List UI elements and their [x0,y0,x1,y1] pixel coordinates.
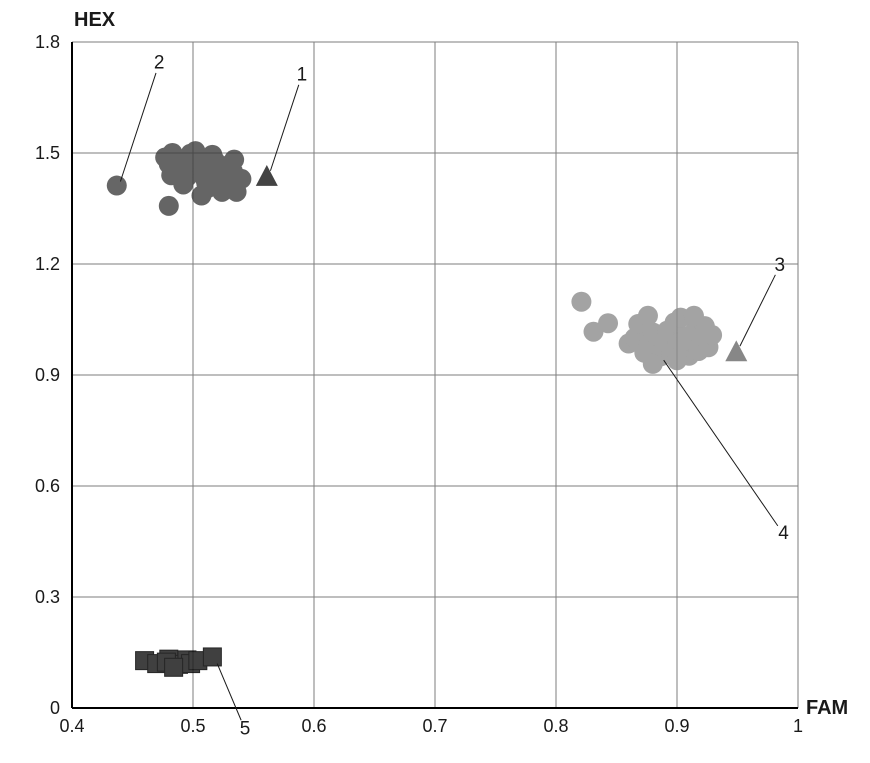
chart-svg: 0.4 0.5 0.6 0.7 0.8 0.9 1 0 0.3 0.6 0.9 1.2 1.5 1.8 HE… [0,0,870,763]
point [598,313,618,333]
y-tick-label: 1.2 [35,254,60,274]
x-axis-title: FAM [806,697,848,719]
point [643,354,663,374]
annotation-label-3: 3 [775,255,786,276]
point [667,350,687,370]
y-tick-label: 0.6 [35,476,60,496]
x-tick-label: 0.8 [543,716,568,736]
point [702,325,722,345]
x-tick-label: 0.7 [422,716,447,736]
x-tick-label: 0.4 [59,716,84,736]
annotation-label-2: 2 [154,52,165,73]
annotation-label-4: 4 [778,523,789,544]
scatter-chart: 0.4 0.5 0.6 0.7 0.8 0.9 1 0 0.3 0.6 0.9 1.2 1.5 1.8 HE… [0,0,870,763]
x-tick-label: 1 [793,716,803,736]
y-tick-label: 1.8 [35,32,60,52]
y-tick-label: 0.3 [35,587,60,607]
y-tick-label: 1.5 [35,143,60,163]
annotation-label-1: 1 [297,64,308,85]
point [224,150,244,170]
point [231,169,251,189]
point [571,292,591,312]
x-tick-label: 0.6 [301,716,326,736]
point [107,176,127,196]
point [203,648,221,666]
point [171,151,191,171]
x-tick-label: 0.9 [664,716,689,736]
point [196,173,216,193]
point [638,306,658,326]
y-axis-title: HEX [74,9,116,31]
point [165,658,183,676]
point [159,196,179,216]
annotation-label-5: 5 [240,718,251,739]
y-tick-label: 0.9 [35,365,60,385]
point [684,306,704,326]
y-tick-label: 0 [50,698,60,718]
x-tick-label: 0.5 [180,716,205,736]
